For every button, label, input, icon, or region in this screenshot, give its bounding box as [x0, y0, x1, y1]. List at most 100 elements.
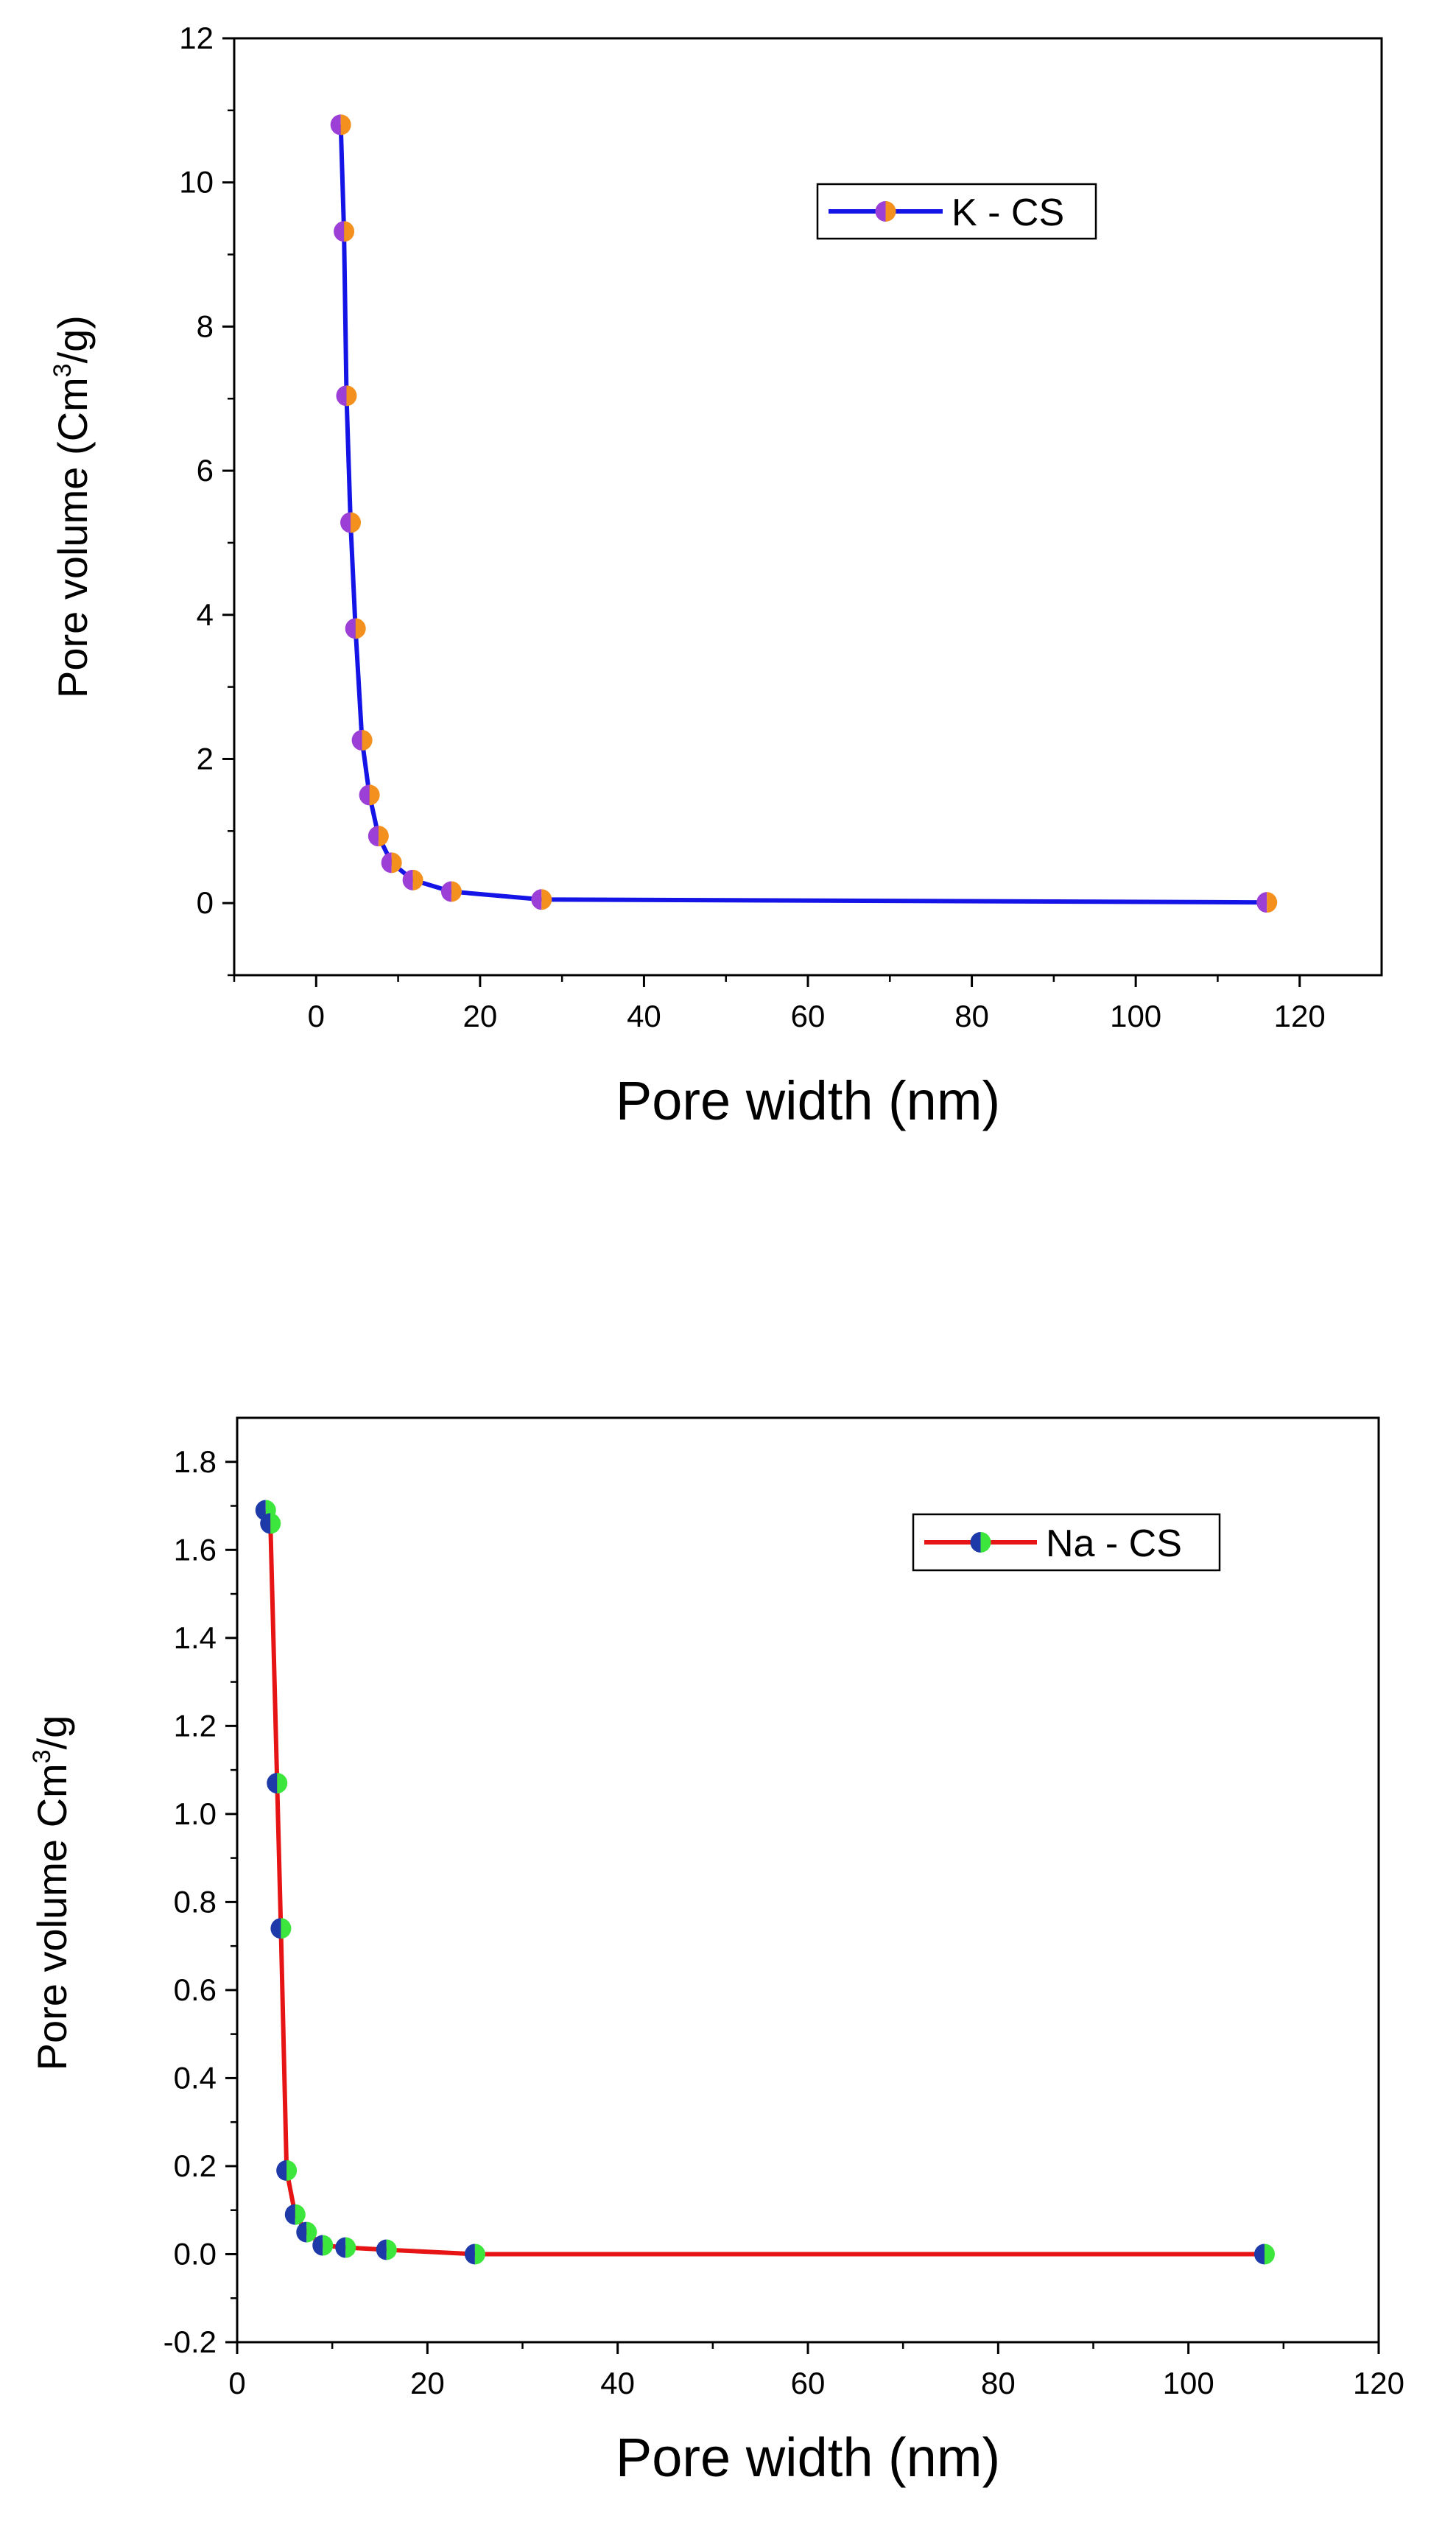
x-axis-ticks: 0 20 40 60 80 100 120 [228, 2342, 1404, 2400]
data-point-left-half [376, 2239, 387, 2260]
na-cs-chart: -0.2 0.0 0.2 0.4 0.6 0.8 1.0 1.2 1.4 1.6 1.8 0 20 40… [28, 1416, 1404, 2488]
y-axis-title-superscript: 3 [28, 1749, 56, 1763]
data-point [440, 881, 462, 902]
data-point-right-half [369, 784, 380, 806]
data-point-left-half [335, 2237, 346, 2258]
data-point [402, 869, 423, 890]
data-point-right-half [346, 385, 357, 407]
data-point-right-half [355, 618, 366, 639]
y-axis-title-superscript: 3 [49, 363, 77, 377]
data-point [464, 2243, 485, 2265]
y-tick-label: 0.4 [174, 2060, 217, 2095]
x-tick-label: 80 [981, 2366, 1016, 2400]
y-tick-label: 1.4 [174, 1620, 217, 1655]
legend-marker [875, 201, 896, 222]
data-point-left-half [312, 2235, 323, 2256]
legend-marker-left-half [970, 1532, 981, 1553]
data-point-left-half [276, 2160, 287, 2181]
data-point-right-half [362, 730, 373, 751]
legend-marker-right-half [980, 1532, 991, 1553]
data-point [381, 852, 402, 874]
x-tick-label: 20 [463, 999, 497, 1033]
data-point-right-half [286, 2160, 298, 2181]
y-tick-label: 1.2 [174, 1708, 217, 1743]
data-point [359, 784, 380, 806]
plot-area [330, 114, 1278, 913]
data-point [330, 114, 351, 136]
plot-frame [233, 37, 1383, 977]
x-tick-label: 40 [627, 999, 661, 1033]
data-point-left-half [255, 1500, 266, 1521]
data-point [340, 512, 362, 533]
data-point-right-half [412, 869, 423, 890]
data-point [1256, 892, 1278, 913]
data-point-left-half [345, 618, 356, 639]
y-tick-label: 12 [179, 21, 214, 55]
y-tick-label: 10 [179, 165, 214, 200]
data-point-left-half [270, 1918, 281, 1939]
x-tick-label: 60 [791, 999, 826, 1033]
k-cs-chart: 0 2 4 6 8 10 12 0 20 40 60 80 100 120 K - CS Pore wi… [49, 21, 1383, 1131]
data-point-right-half [541, 889, 552, 910]
data-point-left-half [1254, 2243, 1265, 2265]
data-point-right-half [386, 2239, 397, 2260]
data-point [1254, 2243, 1275, 2265]
data-point-left-half [336, 385, 347, 407]
data-point [531, 889, 552, 910]
y-axis-title: Pore volume Cm3/g [28, 1715, 75, 2071]
data-point [336, 385, 357, 407]
x-tick-label: 120 [1274, 999, 1326, 1033]
x-tick-label: 0 [228, 2366, 245, 2400]
legend-marker-left-half [875, 201, 886, 222]
data-point [334, 221, 355, 242]
y-axis-title-part: Pore volume (Cm [49, 377, 96, 698]
data-point-left-half [296, 2221, 307, 2243]
data-point-right-half [345, 2237, 356, 2258]
data-point-right-half [270, 1513, 281, 1534]
data-point-left-half [402, 869, 413, 890]
data-point [276, 2160, 298, 2181]
data-point-left-half [359, 784, 370, 806]
data-point [367, 826, 389, 847]
y-tick-label: 0.6 [174, 1972, 217, 2007]
series-line [263, 1509, 1265, 2257]
data-point-left-half [1256, 892, 1267, 913]
data-point-left-half [464, 2243, 475, 2265]
y-tick-label: 0.2 [174, 2148, 217, 2183]
y-tick-label: -0.2 [163, 2325, 217, 2359]
data-point-right-half [323, 2235, 334, 2256]
y-tick-label: 1.0 [174, 1796, 217, 1831]
data-point-left-half [351, 730, 362, 751]
y-tick-label: 2 [197, 741, 214, 776]
y-tick-label: 0.0 [174, 2236, 217, 2271]
data-point [312, 2235, 334, 2256]
legend: K - CS [816, 183, 1097, 240]
data-point-right-half [277, 1773, 288, 1794]
data-point-right-half [281, 1918, 292, 1939]
data-point [335, 2237, 356, 2258]
data-point [270, 1918, 292, 1939]
y-axis-title-part: Pore volume Cm [29, 1763, 75, 2070]
data-point-left-half [367, 826, 379, 847]
data-point-right-half [1267, 892, 1278, 913]
y-axis-ticks: 0 2 4 6 8 10 12 [179, 21, 234, 977]
data-point-left-half [260, 1513, 271, 1534]
data-point-right-half [351, 512, 362, 533]
x-tick-label: 20 [410, 2366, 445, 2400]
legend-marker-swatch [970, 1532, 991, 1553]
x-tick-label: 100 [1110, 999, 1161, 1033]
data-point-right-half [391, 852, 402, 874]
data-point-right-half [306, 2221, 317, 2243]
k-cs-gridless-frame [233, 37, 1383, 977]
x-axis-title: Pore width (nm) [616, 1070, 1000, 1131]
x-tick-label: 100 [1163, 2366, 1214, 2400]
y-tick-label: 8 [197, 309, 214, 343]
y-tick-label: 1.6 [174, 1532, 217, 1567]
data-point [351, 730, 373, 751]
data-point-left-half [284, 2204, 295, 2225]
data-point-right-half [474, 2243, 485, 2265]
y-axis-title-part: /g) [49, 315, 96, 363]
x-axis-ticks: 0 20 40 60 80 100 120 [233, 975, 1326, 1033]
x-axis-title: Pore width (nm) [616, 2427, 1000, 2488]
y-tick-label: 0.8 [174, 1884, 217, 1919]
